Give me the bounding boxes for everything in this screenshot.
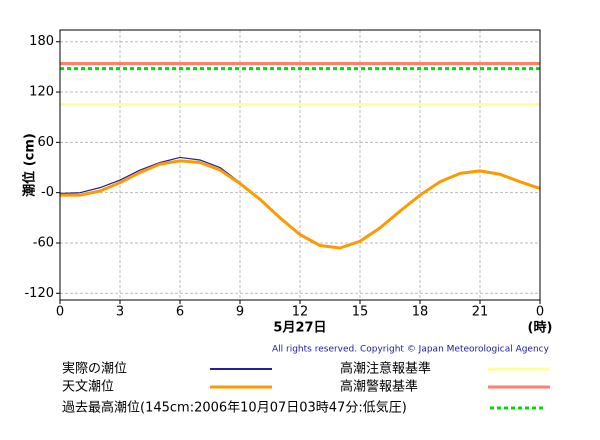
x-tick-label: 12 [292,305,309,320]
legend-label: 過去最高潮位(145cm:2006年10月07日03時47分:低気圧) [62,400,407,416]
x-tick-label: 6 [176,305,184,320]
x-tick-label: 21 [472,305,489,320]
x-tick-label: 3 [116,305,124,320]
x-tick-label: 0 [56,305,64,320]
series-line [60,159,541,250]
y-tick-label: -0 [41,185,54,200]
plot-border [59,29,541,301]
legend-label: 天文潮位 [62,380,114,395]
series-line [59,156,241,195]
y-tick-label: 120 [29,85,54,100]
copyright: All rights reserved. Copyright © Japan M… [272,345,550,355]
x-unit: (時) [528,320,553,336]
x-axis-label: 5月27日 [273,321,326,336]
legend-label: 高潮注意報基準 [340,361,431,377]
y-tick-label: -60 [33,235,54,250]
legend-label: 高潮警報基準 [340,379,418,395]
y-tick-label: 60 [37,135,54,150]
y-axis-label: 潮位 (cm) [22,133,38,197]
y-tick-label: -120 [24,286,54,301]
x-tick-label: 15 [352,305,369,320]
x-tick-label: 0 [536,305,544,320]
legend-label: 実際の潮位 [62,361,127,377]
x-tick-label: 9 [236,305,244,320]
y-tick-label: 180 [29,34,54,49]
x-tick-label: 18 [412,305,429,320]
